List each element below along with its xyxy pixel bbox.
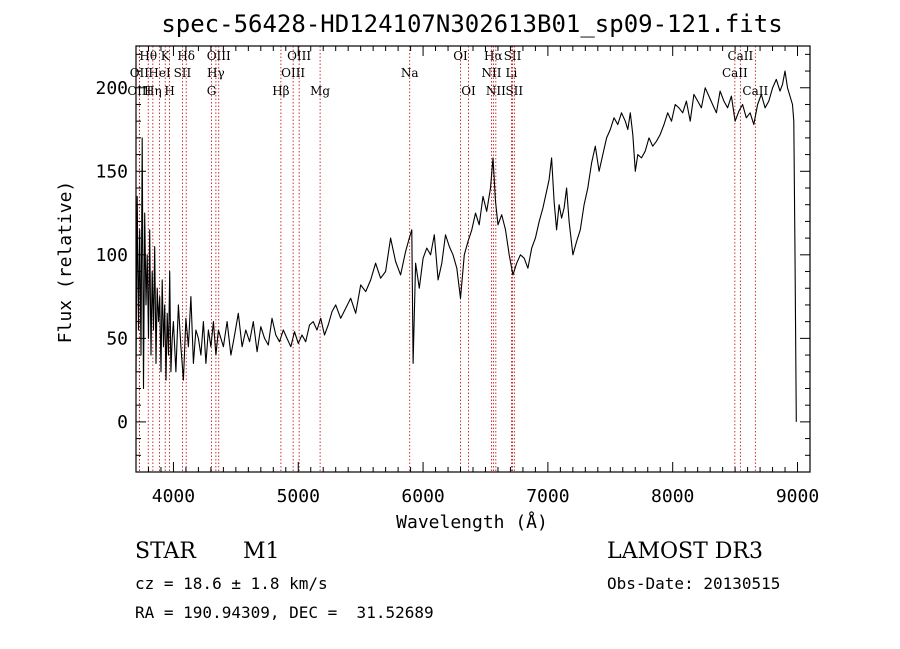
line-marker-label-19: Hα (484, 49, 503, 63)
line-marker-label-0: Hθ (139, 49, 157, 63)
line-marker-label-24: SII (505, 84, 523, 98)
spectrum-line-0 (135, 70, 797, 422)
x-axis: 4000 5000 6000 7000 8000 9000 (135, 46, 819, 507)
observation-date: Obs-Date: 20130515 (607, 574, 781, 593)
x-tick-label: 6000 (401, 486, 444, 507)
x-tick-label: 4000 (152, 486, 195, 507)
x-tick-label: 7000 (526, 486, 569, 507)
line-marker-label-6: Hδ (177, 49, 195, 63)
line-marker-label-26: CaII (722, 66, 748, 80)
line-marker-label-22: Li (506, 66, 518, 80)
survey-name: LAMOST DR3 (607, 539, 763, 564)
line-marker-label-27: CaII (742, 84, 768, 98)
object-class: STAR (135, 539, 196, 564)
line-marker-label-15: Mg (310, 84, 330, 98)
x-axis-label: Wavelength (Å) (396, 511, 548, 533)
chart-title: spec-56428-HD124107N302613B01_sp09-121.f… (161, 10, 782, 38)
line-marker-label-8: H (164, 84, 174, 98)
line-marker-label-3: K (161, 49, 171, 63)
line-marker-label-4: HeI (148, 66, 171, 80)
line-marker-label-10: Hγ (207, 66, 225, 80)
y-tick-label: 100 (95, 245, 128, 266)
object-subclass: M1 (243, 539, 280, 564)
line-marker-label-23: NII (486, 84, 506, 98)
line-marker-label-11: G (207, 84, 217, 98)
spectrum-series (135, 70, 797, 422)
line-marker-label-16: Na (401, 66, 419, 80)
line-marker-label-18: OI (461, 84, 476, 98)
plot-frame (135, 45, 811, 473)
y-tick-label: 200 (95, 78, 128, 99)
coordinates: RA = 190.94309, DEC = 31.52689 (135, 603, 434, 622)
y-tick-label: 0 (117, 412, 128, 433)
line-marker-label-25: CaII (727, 49, 753, 63)
redshift-velocity: cz = 18.6 ± 1.8 km/s (135, 574, 328, 593)
x-tick-label: 9000 (776, 486, 819, 507)
line-marker-label-20: SII (504, 49, 522, 63)
line-marker-label-17: OI (453, 49, 468, 63)
y-tick-label: 150 (95, 161, 128, 182)
line-marker-label-5: Hη (144, 84, 162, 98)
line-marker-label-1: OII (130, 66, 150, 80)
line-marker-label-7: SII (174, 66, 192, 80)
line-marker-label-21: NII (481, 66, 501, 80)
x-tick-label: 5000 (277, 486, 320, 507)
line-marker-label-9: OIII (207, 49, 231, 63)
line-marker-label-13: OIII (281, 66, 305, 80)
line-marker-label-12: OIII (287, 49, 311, 63)
y-axis: 0 50 100 150 200 (95, 53, 810, 473)
line-marker-label-14: Hβ (272, 84, 289, 98)
y-axis-label: Flux (relative) (55, 181, 76, 344)
x-tick-label: 8000 (651, 486, 694, 507)
y-tick-label: 50 (106, 328, 128, 349)
